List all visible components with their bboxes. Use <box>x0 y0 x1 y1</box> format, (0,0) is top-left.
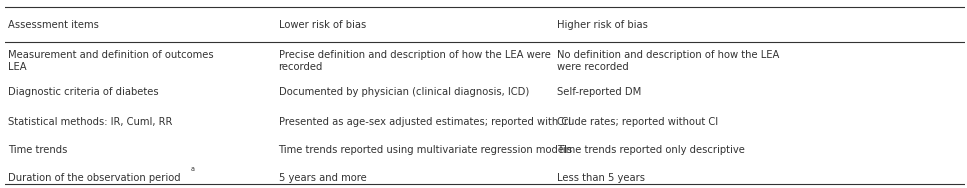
Text: Precise definition and description of how the LEA were
recorded: Precise definition and description of ho… <box>278 50 550 72</box>
Text: Self-reported DM: Self-reported DM <box>557 87 641 98</box>
Text: Documented by physician (clinical diagnosis, ICD): Documented by physician (clinical diagno… <box>278 87 529 98</box>
Text: Diagnostic criteria of diabetes: Diagnostic criteria of diabetes <box>8 87 159 98</box>
Text: Time trends: Time trends <box>8 145 67 155</box>
Text: Time trends reported only descriptive: Time trends reported only descriptive <box>557 145 745 155</box>
Text: Measurement and definition of outcomes
LEA: Measurement and definition of outcomes L… <box>8 50 214 72</box>
Text: Less than 5 years: Less than 5 years <box>557 173 645 183</box>
Text: Lower risk of bias: Lower risk of bias <box>278 20 366 30</box>
Text: Presented as age-sex adjusted estimates; reported with CI: Presented as age-sex adjusted estimates;… <box>278 117 571 127</box>
Text: Time trends reported using multivariate regression models: Time trends reported using multivariate … <box>278 145 572 155</box>
Text: a: a <box>191 166 195 172</box>
Text: Assessment items: Assessment items <box>8 20 99 30</box>
Text: 5 years and more: 5 years and more <box>278 173 366 183</box>
Text: Statistical methods: IR, CumI, RR: Statistical methods: IR, CumI, RR <box>8 117 172 127</box>
Text: Higher risk of bias: Higher risk of bias <box>557 20 648 30</box>
Text: No definition and description of how the LEA
were recorded: No definition and description of how the… <box>557 50 779 72</box>
Text: Crude rates; reported without CI: Crude rates; reported without CI <box>557 117 718 127</box>
Text: Duration of the observation period: Duration of the observation period <box>8 173 180 183</box>
